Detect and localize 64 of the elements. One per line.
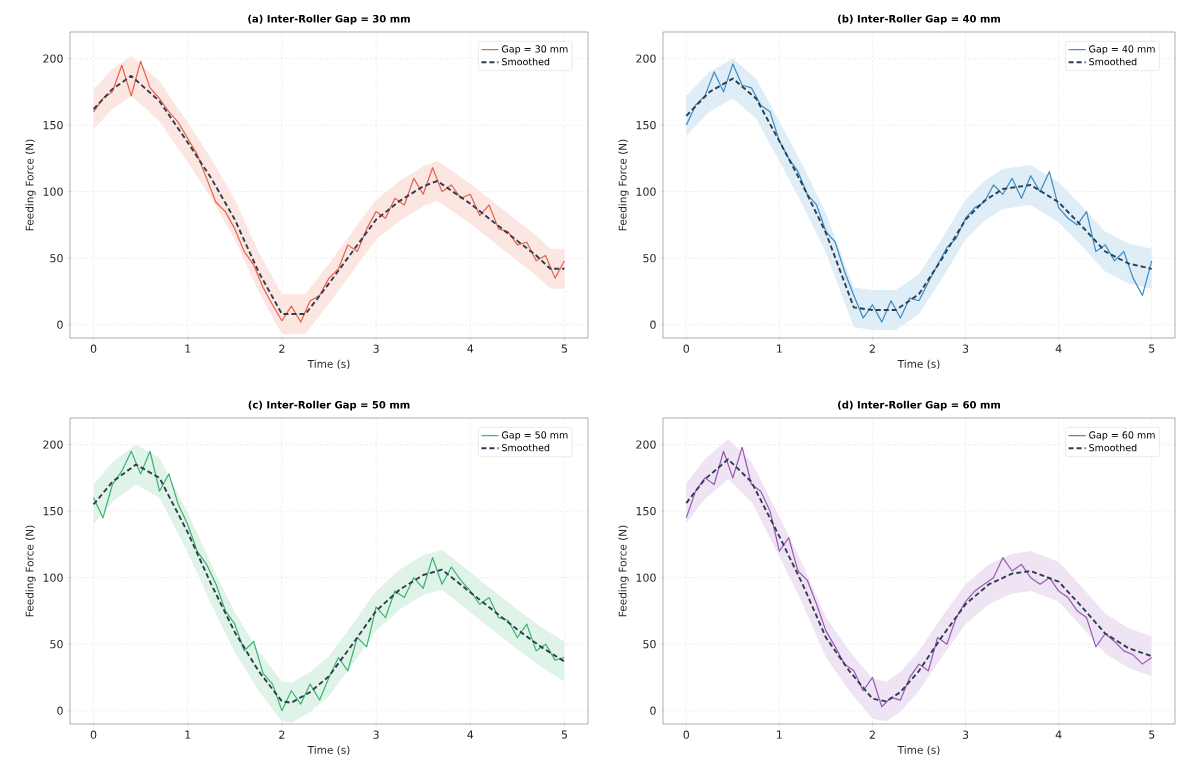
y-tick-label: 200 [43, 54, 63, 63]
x-tick-label: 1 [185, 344, 191, 353]
x-tick-label: 0 [90, 730, 97, 739]
x-tick-label: 3 [962, 730, 969, 739]
x-tick-label: 5 [1149, 730, 1155, 739]
y-tick-label: 150 [636, 506, 656, 516]
y-tick-label: 100 [636, 187, 656, 196]
y-tick-label: 150 [636, 120, 656, 130]
legend-label: Gap = 60 mm [1089, 431, 1155, 441]
x-tick-label: 1 [777, 730, 782, 739]
y-tick-label: 100 [43, 187, 63, 196]
y-tick-label: 0 [57, 320, 63, 329]
y-tick-label: 50 [643, 640, 656, 649]
y-tick-label: 0 [650, 706, 656, 715]
legend-label: Smoothed [1089, 443, 1137, 452]
y-tick-label: 150 [43, 506, 63, 516]
x-axis-title: Time (s) [307, 745, 350, 756]
x-tick-label: 0 [90, 344, 97, 353]
x-tick-label: 5 [561, 730, 567, 739]
chart-title: (c) Inter-Roller Gap = 50 mm [248, 400, 410, 411]
y-tick-label: 50 [643, 254, 656, 263]
y-tick-label: 100 [43, 573, 63, 582]
x-tick-label: 1 [185, 730, 191, 739]
chart-title: (a) Inter-Roller Gap = 30 mm [248, 14, 410, 25]
y-tick-label: 100 [636, 573, 656, 582]
y-tick-label: 0 [57, 706, 63, 715]
x-tick-label: 4 [1055, 344, 1062, 353]
x-tick-label: 2 [869, 344, 875, 353]
x-tick-label: 1 [777, 344, 782, 353]
x-tick-label: 0 [683, 730, 690, 739]
y-tick-label: 200 [43, 440, 63, 449]
y-tick-label: 200 [636, 54, 656, 63]
y-axis-title: Feeding Force (N) [618, 139, 629, 231]
chart-title: (b) Inter-Roller Gap = 40 mm [838, 14, 1001, 25]
legend-label: Smoothed [502, 443, 550, 452]
legend-label: Gap = 30 mm [501, 45, 568, 55]
x-tick-label: 4 [467, 730, 474, 739]
x-tick-label: 0 [683, 344, 690, 353]
x-tick-label: 3 [373, 730, 379, 739]
y-tick-label: 0 [650, 320, 656, 329]
y-tick-label: 200 [636, 440, 656, 449]
legend-label: Smoothed [1089, 57, 1137, 66]
x-axis-title: Time (s) [897, 745, 940, 756]
y-axis-title: Feeding Force (N) [25, 139, 36, 231]
x-tick-label: 4 [467, 344, 474, 353]
y-axis-title: Feeding Force (N) [25, 525, 36, 617]
x-tick-label: 2 [279, 730, 285, 739]
x-tick-label: 4 [1055, 730, 1062, 739]
x-tick-label: 2 [869, 730, 875, 739]
y-tick-label: 150 [43, 120, 63, 130]
chart-title: (d) Inter-Roller Gap = 60 mm [838, 400, 1001, 411]
x-tick-label: 5 [1149, 344, 1155, 353]
y-axis-title: Feeding Force (N) [618, 525, 629, 617]
x-axis-title: Time (s) [307, 359, 350, 370]
y-tick-label: 50 [50, 640, 63, 649]
y-tick-label: 50 [50, 254, 63, 263]
x-tick-label: 2 [279, 344, 285, 353]
x-tick-label: 3 [962, 344, 969, 353]
legend-label: Gap = 40 mm [1089, 45, 1155, 55]
x-axis-title: Time (s) [897, 359, 940, 370]
legend-label: Gap = 50 mm [501, 431, 568, 441]
x-tick-label: 3 [373, 344, 379, 353]
x-tick-label: 5 [561, 344, 567, 353]
legend-label: Smoothed [502, 57, 550, 66]
